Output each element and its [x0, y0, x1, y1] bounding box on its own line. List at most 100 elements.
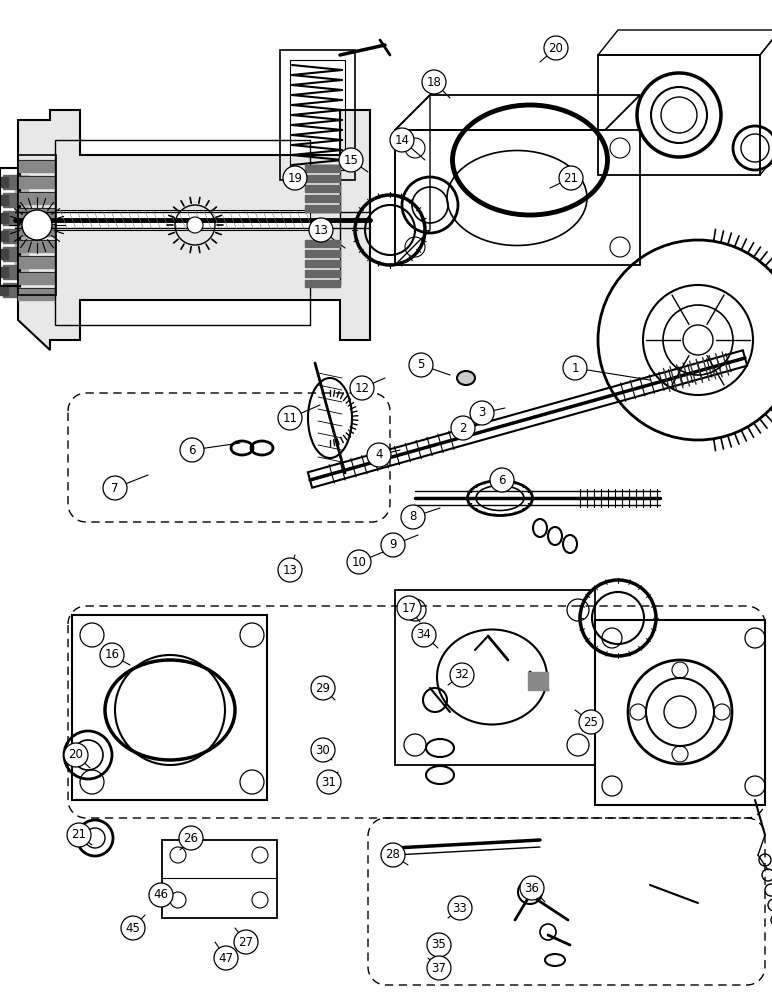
Bar	[280, 50, 355, 180]
Text: 3: 3	[479, 406, 486, 420]
Polygon shape	[3, 211, 20, 225]
Polygon shape	[0, 249, 8, 259]
Text: 28: 28	[385, 848, 401, 861]
Text: 27: 27	[239, 936, 253, 948]
Circle shape	[149, 883, 173, 907]
Text: 12: 12	[354, 381, 370, 394]
Circle shape	[579, 710, 603, 734]
Polygon shape	[18, 208, 55, 220]
Text: 19: 19	[287, 172, 303, 184]
Polygon shape	[18, 272, 55, 284]
Polygon shape	[305, 250, 340, 257]
Text: 21: 21	[564, 172, 578, 184]
Polygon shape	[305, 195, 340, 202]
Text: 4: 4	[375, 448, 383, 462]
Text: 37: 37	[432, 962, 446, 974]
Polygon shape	[18, 160, 55, 172]
Polygon shape	[305, 240, 340, 247]
Text: 14: 14	[394, 133, 409, 146]
Polygon shape	[18, 110, 370, 350]
Circle shape	[350, 376, 374, 400]
Text: 45: 45	[126, 922, 141, 934]
Polygon shape	[305, 280, 340, 287]
Polygon shape	[18, 176, 55, 188]
Polygon shape	[0, 177, 8, 187]
Text: 46: 46	[154, 888, 168, 902]
Ellipse shape	[457, 371, 475, 385]
Polygon shape	[15, 175, 50, 275]
Circle shape	[490, 468, 514, 492]
Text: 1: 1	[571, 361, 579, 374]
Circle shape	[451, 416, 475, 440]
Polygon shape	[3, 247, 20, 261]
Circle shape	[448, 896, 472, 920]
Circle shape	[397, 596, 421, 620]
Text: 13: 13	[313, 224, 328, 236]
Text: 35: 35	[432, 938, 446, 952]
Text: 21: 21	[72, 828, 86, 842]
Circle shape	[520, 876, 544, 900]
Circle shape	[409, 353, 433, 377]
Polygon shape	[305, 165, 340, 172]
Text: 32: 32	[455, 668, 469, 682]
Circle shape	[450, 663, 474, 687]
Circle shape	[278, 558, 302, 582]
Text: 9: 9	[389, 538, 397, 552]
Text: 2: 2	[459, 422, 467, 434]
Circle shape	[311, 738, 335, 762]
Circle shape	[103, 476, 127, 500]
Text: 25: 25	[584, 716, 598, 728]
Text: 13: 13	[283, 564, 297, 576]
Circle shape	[100, 643, 124, 667]
Polygon shape	[18, 224, 55, 236]
Circle shape	[427, 933, 451, 957]
Polygon shape	[3, 193, 20, 207]
Polygon shape	[15, 175, 28, 275]
Polygon shape	[18, 240, 55, 252]
Circle shape	[214, 946, 238, 970]
Text: 8: 8	[409, 510, 417, 524]
Text: 20: 20	[69, 748, 83, 762]
Circle shape	[347, 550, 371, 574]
Circle shape	[180, 438, 204, 462]
Polygon shape	[305, 270, 340, 277]
Circle shape	[427, 956, 451, 980]
Text: 29: 29	[316, 682, 330, 694]
Circle shape	[311, 676, 335, 700]
Polygon shape	[0, 285, 8, 295]
Circle shape	[317, 770, 341, 794]
Text: 18: 18	[427, 76, 442, 89]
Bar	[598, 55, 760, 175]
Circle shape	[381, 843, 405, 867]
Polygon shape	[3, 229, 20, 243]
Polygon shape	[18, 288, 55, 300]
Circle shape	[470, 401, 494, 425]
Polygon shape	[305, 260, 340, 267]
Polygon shape	[3, 265, 20, 279]
Bar	[162, 840, 277, 918]
Circle shape	[422, 70, 446, 94]
Circle shape	[401, 505, 425, 529]
Polygon shape	[528, 672, 548, 690]
Text: 20: 20	[549, 41, 564, 54]
Polygon shape	[305, 175, 340, 182]
Circle shape	[563, 356, 587, 380]
Circle shape	[187, 217, 203, 233]
Circle shape	[278, 406, 302, 430]
Text: 31: 31	[322, 776, 337, 788]
Circle shape	[309, 218, 333, 242]
Text: 34: 34	[417, 629, 432, 642]
Bar	[18, 155, 56, 295]
Circle shape	[234, 930, 258, 954]
Polygon shape	[305, 205, 340, 212]
Circle shape	[67, 823, 91, 847]
Text: 7: 7	[111, 482, 119, 494]
Text: 5: 5	[418, 359, 425, 371]
Text: 6: 6	[188, 444, 196, 456]
Circle shape	[412, 623, 436, 647]
Text: 30: 30	[316, 744, 330, 756]
Bar	[55, 210, 310, 230]
Text: 16: 16	[104, 648, 120, 662]
Text: 47: 47	[218, 952, 233, 964]
Polygon shape	[305, 185, 340, 192]
